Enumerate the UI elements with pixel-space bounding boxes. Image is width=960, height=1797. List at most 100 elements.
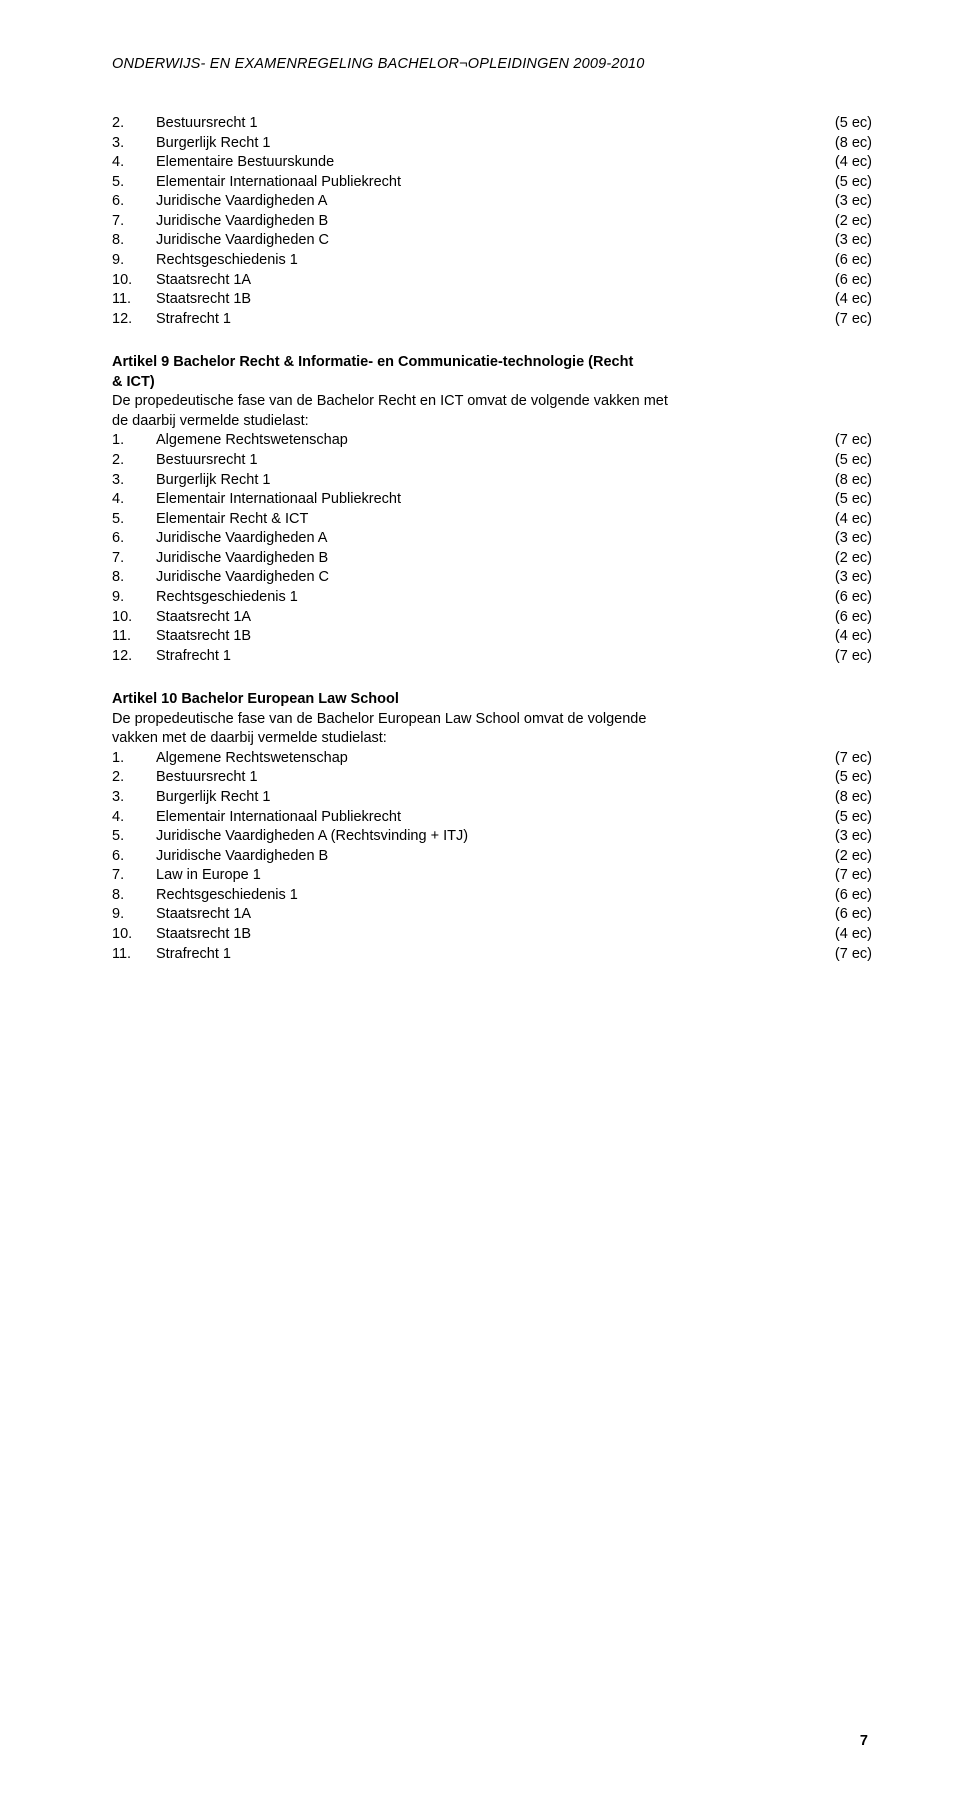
list-item-number: 9. [112,588,156,608]
list-item: 8.Juridische Vaardigheden C(3 ec) [112,568,872,588]
list-item-ec: (5 ec) [823,768,872,788]
list-item: 3.Burgerlijk Recht 1(8 ec) [112,134,872,154]
list-item-label: Burgerlijk Recht 1 [156,788,823,808]
list-item-number: 11. [112,290,156,310]
list-item-ec: (2 ec) [823,847,872,867]
list-item: 2.Bestuursrecht 1(5 ec) [112,114,872,134]
list-item-number: 10. [112,271,156,291]
list-item-ec: (5 ec) [823,490,872,510]
list-item: 3.Burgerlijk Recht 1(8 ec) [112,788,872,808]
list-item-number: 5. [112,173,156,193]
article-9-intro-l1: De propedeutische fase van de Bachelor R… [112,393,668,409]
list-item-label: Bestuursrecht 1 [156,114,823,134]
list-item-label: Staatsrecht 1B [156,627,823,647]
list-item-ec: (6 ec) [823,251,872,271]
article-9-intro-l2: de daarbij vermelde studielast: [112,413,309,429]
list-item-label: Rechtsgeschiedenis 1 [156,251,823,271]
list-item-ec: (8 ec) [823,134,872,154]
list-item-number: 6. [112,847,156,867]
article-9-course-list: 1.Algemene Rechtswetenschap(7 ec)2.Bestu… [112,431,872,666]
article-10-intro-l2: vakken met de daarbij vermelde studielas… [112,730,387,746]
top-course-list: 2.Bestuursrecht 1(5 ec)3.Burgerlijk Rech… [112,114,872,329]
article-9-heading-l1: Artikel 9 Bachelor Recht & Informatie- e… [112,354,633,370]
list-item-ec: (7 ec) [823,310,872,330]
list-item-label: Juridische Vaardigheden A [156,192,823,212]
list-item-label: Juridische Vaardigheden A (Rechtsvinding… [156,827,823,847]
list-item: 8.Rechtsgeschiedenis 1(6 ec) [112,886,872,906]
list-item-label: Staatsrecht 1B [156,290,823,310]
article-9-heading: Artikel 9 Bachelor Recht & Informatie- e… [112,353,872,392]
list-item-label: Burgerlijk Recht 1 [156,471,823,491]
article-10-intro-l1: De propedeutische fase van de Bachelor E… [112,711,646,727]
list-item-ec: (6 ec) [823,271,872,291]
list-item-label: Juridische Vaardigheden B [156,549,823,569]
list-item-ec: (6 ec) [823,886,872,906]
list-item-label: Law in Europe 1 [156,866,823,886]
list-item-number: 12. [112,647,156,667]
article-9-intro: De propedeutische fase van de Bachelor R… [112,392,872,431]
list-item-label: Juridische Vaardigheden C [156,231,823,251]
list-item-label: Strafrecht 1 [156,945,823,965]
list-item-ec: (6 ec) [823,588,872,608]
list-item-number: 4. [112,153,156,173]
list-item-label: Rechtsgeschiedenis 1 [156,886,823,906]
list-item-number: 8. [112,568,156,588]
list-item-number: 7. [112,866,156,886]
list-item: 9.Rechtsgeschiedenis 1(6 ec) [112,588,872,608]
list-item-ec: (7 ec) [823,945,872,965]
page-header: ONDERWIJS- EN EXAMENREGELING BACHELOR¬OP… [112,56,872,72]
list-item-label: Juridische Vaardigheden C [156,568,823,588]
list-item: 6.Juridische Vaardigheden A(3 ec) [112,192,872,212]
list-item: 11.Strafrecht 1(7 ec) [112,945,872,965]
list-item-label: Burgerlijk Recht 1 [156,134,823,154]
list-item: 5.Elementair Internationaal Publiekrecht… [112,173,872,193]
list-item-ec: (4 ec) [823,925,872,945]
list-item-label: Strafrecht 1 [156,310,823,330]
list-item-number: 10. [112,608,156,628]
list-item-number: 3. [112,471,156,491]
list-item-number: 7. [112,549,156,569]
list-item-ec: (3 ec) [823,568,872,588]
list-item-number: 4. [112,490,156,510]
list-item: 5.Elementair Recht & ICT(4 ec) [112,510,872,530]
list-item: 2.Bestuursrecht 1(5 ec) [112,768,872,788]
list-item-ec: (4 ec) [823,153,872,173]
list-item-ec: (5 ec) [823,451,872,471]
list-item: 4.Elementair Internationaal Publiekrecht… [112,808,872,828]
list-item-number: 5. [112,510,156,530]
list-item-number: 7. [112,212,156,232]
list-item-ec: (7 ec) [823,866,872,886]
list-item-number: 6. [112,192,156,212]
list-item-label: Elementair Internationaal Publiekrecht [156,808,823,828]
list-item-number: 6. [112,529,156,549]
list-item-ec: (7 ec) [823,647,872,667]
list-item-number: 5. [112,827,156,847]
list-item-ec: (7 ec) [823,431,872,451]
list-item: 10.Staatsrecht 1A(6 ec) [112,608,872,628]
list-item-ec: (4 ec) [823,627,872,647]
list-item-label: Juridische Vaardigheden A [156,529,823,549]
list-item-ec: (5 ec) [823,114,872,134]
list-item-number: 8. [112,231,156,251]
list-item-ec: (3 ec) [823,529,872,549]
list-item-ec: (6 ec) [823,905,872,925]
list-item-label: Strafrecht 1 [156,647,823,667]
list-item-number: 4. [112,808,156,828]
list-item-label: Bestuursrecht 1 [156,768,823,788]
list-item: 6.Juridische Vaardigheden A(3 ec) [112,529,872,549]
list-item-ec: (2 ec) [823,549,872,569]
list-item-number: 12. [112,310,156,330]
list-item: 2.Bestuursrecht 1(5 ec) [112,451,872,471]
list-item: 11.Staatsrecht 1B(4 ec) [112,627,872,647]
list-item: 1.Algemene Rechtswetenschap(7 ec) [112,749,872,769]
list-item-label: Elementair Internationaal Publiekrecht [156,490,823,510]
list-item: 7.Juridische Vaardigheden B(2 ec) [112,549,872,569]
list-item: 4.Elementaire Bestuurskunde(4 ec) [112,153,872,173]
list-item-number: 2. [112,451,156,471]
list-item: 10.Staatsrecht 1B(4 ec) [112,925,872,945]
list-item-label: Staatsrecht 1B [156,925,823,945]
list-item: 7.Law in Europe 1(7 ec) [112,866,872,886]
list-item-ec: (4 ec) [823,290,872,310]
list-item-label: Staatsrecht 1A [156,271,823,291]
list-item: 3.Burgerlijk Recht 1(8 ec) [112,471,872,491]
